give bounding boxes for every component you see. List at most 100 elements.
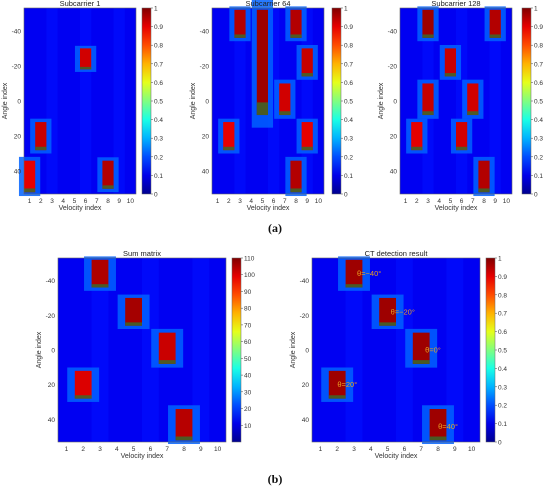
heatmap-block — [412, 332, 430, 364]
x-tick-label: 1 — [65, 446, 69, 453]
heatmap-texture-column — [113, 8, 125, 194]
heatmap-block — [379, 297, 396, 326]
colorbar — [231, 257, 242, 443]
x-tick-label: 3 — [50, 198, 54, 205]
x-tick-label: 1 — [216, 198, 220, 205]
y-tick-label: -40 — [200, 28, 210, 35]
colorbar-tick-label: 0.4 — [344, 117, 353, 124]
heatmap-block — [256, 9, 268, 116]
colorbar-tick-label: 100 — [244, 272, 255, 279]
heatmap-block-edge — [328, 395, 346, 399]
x-tick-label: 3 — [426, 198, 430, 205]
heatmap-block-edge — [234, 34, 246, 38]
heatmap-texture-column — [446, 258, 464, 442]
x-axis-label: Velocity index — [435, 205, 478, 212]
x-tick-label: 6 — [149, 446, 153, 453]
x-tick-label: 6 — [272, 198, 276, 205]
heatmap-texture-column — [192, 258, 210, 442]
colorbar-tick-label: 1 — [534, 6, 538, 13]
colorbar-tick-label: 0.2 — [344, 154, 353, 161]
y-tick-label: -20 — [200, 63, 210, 70]
heatmap-texture-column — [456, 8, 468, 194]
x-axis-label: Velocity index — [121, 453, 164, 460]
x-tick-label: 2 — [227, 198, 231, 205]
y-tick-label: 0 — [393, 99, 397, 106]
colorbar-tick-label: 0.2 — [534, 154, 543, 161]
detection-annotation: θ=0° — [425, 346, 441, 355]
colorbar-tick-label: 0.7 — [534, 61, 543, 68]
heatmap-block — [80, 48, 92, 70]
colorbar-tick-label: 0.8 — [498, 292, 507, 299]
x-tick-label: 5 — [449, 198, 453, 205]
y-axis-label: Angle index — [2, 82, 9, 119]
heatmap-block — [234, 9, 246, 38]
y-tick-label: -20 — [388, 63, 398, 70]
x-tick-label: 10 — [468, 446, 476, 453]
heatmap-block-edge — [444, 73, 456, 77]
x-axis-label: Velocity index — [247, 205, 290, 212]
colorbar — [141, 7, 152, 195]
y-tick-label: -40 — [300, 278, 310, 285]
heatmap-block — [125, 297, 142, 326]
heatmap-block — [411, 122, 423, 151]
colorbar-tick-label: 0 — [534, 192, 538, 199]
detection-annotation: θ=20° — [337, 380, 357, 389]
plot-frame — [211, 7, 325, 195]
y-tick-label: 0 — [205, 99, 209, 106]
heatmap-block — [422, 83, 434, 116]
y-tick-label: -40 — [388, 28, 398, 35]
x-tick-label: 6 — [84, 198, 88, 205]
x-tick-label: 9 — [305, 198, 309, 205]
x-tick-label: 5 — [261, 198, 265, 205]
x-tick-label: 5 — [73, 198, 77, 205]
x-tick-label: 5 — [132, 446, 136, 453]
heatmap-block-edge — [256, 102, 268, 116]
y-tick-label: 40 — [202, 169, 210, 176]
x-tick-label: 7 — [283, 198, 287, 205]
x-tick-label: 8 — [106, 198, 110, 205]
y-tick-label: 20 — [390, 134, 398, 141]
heatmap-block-edge — [74, 395, 92, 399]
y-tick-label: 40 — [390, 169, 398, 176]
colorbar-tick-label: 0.9 — [154, 24, 163, 31]
x-tick-label: 9 — [117, 198, 121, 205]
x-tick-label: 4 — [61, 198, 65, 205]
heatmap-block-edge — [125, 322, 142, 326]
x-tick-label: 9 — [453, 446, 457, 453]
colorbar-tick-label: 20 — [244, 406, 252, 413]
colorbar-tick-label: 0.2 — [498, 403, 507, 410]
colorbar-tick-label: 0.1 — [534, 173, 543, 180]
y-tick-label: 40 — [14, 169, 22, 176]
x-tick-label: 4 — [115, 446, 119, 453]
colorbar-tick-label: 0.3 — [498, 384, 507, 391]
y-axis-label: Angle index — [378, 82, 385, 119]
heatmap-block-edge — [467, 111, 479, 116]
heatmap-block — [429, 409, 447, 441]
y-axis-label: Angle index — [290, 331, 297, 368]
colorbar — [485, 257, 496, 443]
colorbar-tick-label: 0.5 — [534, 99, 543, 106]
heatmap-panel-4: Sum matrix 1 2 3 4 5 6 7 8 9 10 Velocity index -40 -2… — [36, 249, 255, 460]
x-tick-label: 8 — [482, 198, 486, 205]
colorbar-tick-label: 0.8 — [534, 43, 543, 50]
y-tick-label: 0 — [17, 99, 21, 106]
heatmap-block — [158, 332, 176, 364]
x-tick-label: 2 — [335, 446, 339, 453]
x-tick-label: 8 — [182, 446, 186, 453]
heatmap-block — [489, 9, 501, 38]
heatmap-texture-column — [80, 8, 92, 194]
subfigure-label-b: (b) — [268, 472, 283, 486]
heatmap-block-edge — [91, 284, 109, 288]
colorbar-tick-label: 0.9 — [344, 24, 353, 31]
heatmap-block — [91, 259, 109, 288]
colorbar-tick-label: 50 — [244, 356, 252, 363]
colorbar-tick-label: 30 — [244, 389, 252, 396]
y-tick-label: -20 — [300, 313, 310, 320]
colorbar-tick-label: 0.4 — [154, 117, 163, 124]
heatmap-block-edge — [175, 436, 193, 441]
colorbar-tick-label: 40 — [244, 373, 252, 380]
heatmap-block-edge — [80, 66, 92, 70]
